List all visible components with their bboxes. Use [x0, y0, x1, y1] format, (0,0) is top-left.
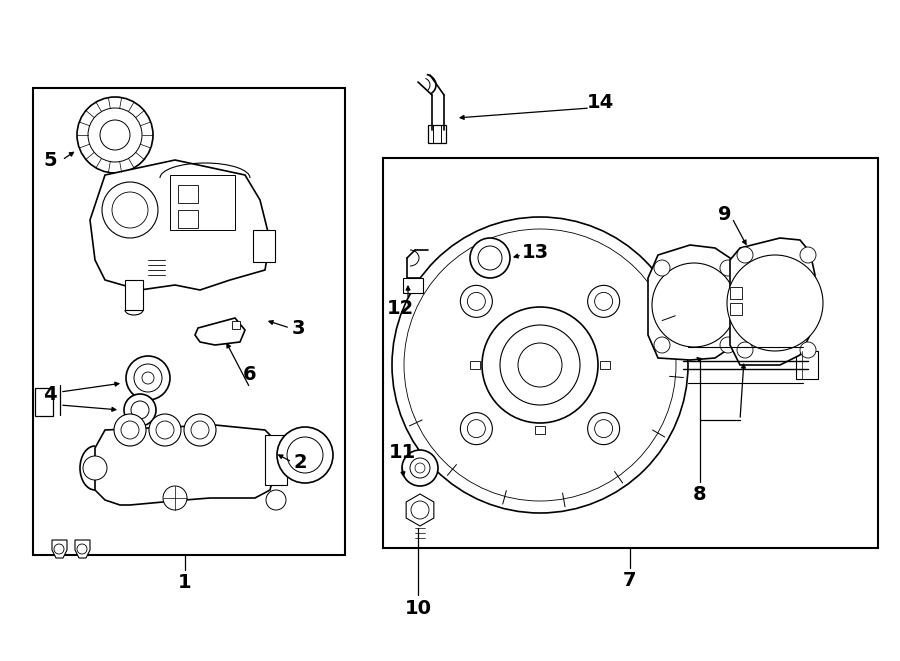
- Circle shape: [112, 192, 148, 228]
- Text: 11: 11: [389, 442, 416, 461]
- Bar: [796, 351, 818, 379]
- Bar: [253, 230, 275, 262]
- Circle shape: [102, 182, 158, 238]
- Text: 10: 10: [404, 598, 431, 617]
- Bar: [178, 185, 198, 203]
- Circle shape: [142, 372, 154, 384]
- Circle shape: [124, 394, 156, 426]
- Circle shape: [77, 97, 153, 173]
- Bar: [730, 287, 742, 299]
- Text: 4: 4: [43, 385, 57, 405]
- Circle shape: [737, 342, 753, 358]
- Polygon shape: [648, 245, 740, 360]
- Text: 9: 9: [718, 206, 732, 225]
- Circle shape: [287, 437, 323, 473]
- Circle shape: [88, 108, 142, 162]
- Polygon shape: [75, 540, 90, 558]
- Circle shape: [467, 420, 485, 438]
- Bar: [730, 303, 742, 315]
- Circle shape: [411, 501, 429, 519]
- Circle shape: [461, 286, 492, 317]
- Bar: [265, 435, 287, 485]
- Circle shape: [54, 544, 64, 554]
- Bar: [403, 278, 423, 293]
- Circle shape: [410, 458, 430, 478]
- Circle shape: [83, 456, 107, 480]
- Circle shape: [800, 342, 816, 358]
- Text: 2: 2: [293, 453, 307, 471]
- Circle shape: [149, 414, 181, 446]
- Circle shape: [121, 421, 139, 439]
- Polygon shape: [90, 160, 270, 290]
- Text: 1: 1: [178, 572, 192, 592]
- Circle shape: [156, 421, 174, 439]
- Polygon shape: [730, 238, 815, 365]
- Polygon shape: [195, 318, 245, 345]
- Bar: [35, 388, 53, 416]
- Circle shape: [470, 238, 510, 278]
- Circle shape: [652, 263, 736, 347]
- Circle shape: [737, 247, 753, 263]
- Circle shape: [134, 364, 162, 392]
- Bar: [178, 210, 198, 228]
- Text: 8: 8: [693, 485, 706, 504]
- Polygon shape: [95, 425, 278, 505]
- Circle shape: [461, 412, 492, 445]
- Circle shape: [478, 246, 502, 270]
- Circle shape: [654, 337, 670, 353]
- Circle shape: [100, 120, 130, 150]
- Circle shape: [191, 421, 209, 439]
- Bar: [535, 426, 545, 434]
- Text: 12: 12: [386, 299, 414, 317]
- Text: 14: 14: [587, 93, 614, 112]
- Circle shape: [184, 414, 216, 446]
- Bar: [125, 280, 143, 310]
- Circle shape: [415, 463, 425, 473]
- Text: 13: 13: [521, 243, 549, 262]
- Polygon shape: [406, 494, 434, 526]
- Circle shape: [588, 412, 619, 445]
- Circle shape: [163, 486, 187, 510]
- Text: 6: 6: [243, 366, 256, 385]
- Circle shape: [518, 343, 562, 387]
- Text: 3: 3: [292, 319, 305, 338]
- Circle shape: [654, 260, 670, 276]
- Circle shape: [131, 401, 149, 419]
- Text: 5: 5: [43, 151, 57, 169]
- Circle shape: [588, 286, 619, 317]
- Bar: [600, 361, 610, 369]
- Circle shape: [800, 247, 816, 263]
- Circle shape: [277, 427, 333, 483]
- Text: 7: 7: [623, 570, 637, 590]
- Bar: [170, 175, 235, 230]
- Bar: [383, 158, 878, 548]
- Circle shape: [467, 292, 485, 311]
- Polygon shape: [52, 540, 67, 558]
- Circle shape: [500, 325, 580, 405]
- Circle shape: [720, 260, 736, 276]
- Circle shape: [720, 337, 736, 353]
- Circle shape: [392, 217, 688, 513]
- Bar: [470, 361, 480, 369]
- Bar: [232, 321, 240, 329]
- Circle shape: [404, 229, 676, 501]
- Circle shape: [595, 292, 613, 311]
- Circle shape: [77, 544, 87, 554]
- Circle shape: [402, 450, 438, 486]
- Circle shape: [114, 414, 146, 446]
- Circle shape: [126, 356, 170, 400]
- Circle shape: [727, 255, 823, 351]
- Bar: [33, 88, 345, 555]
- Circle shape: [482, 307, 598, 423]
- Circle shape: [266, 490, 286, 510]
- Bar: [428, 125, 446, 143]
- Circle shape: [595, 420, 613, 438]
